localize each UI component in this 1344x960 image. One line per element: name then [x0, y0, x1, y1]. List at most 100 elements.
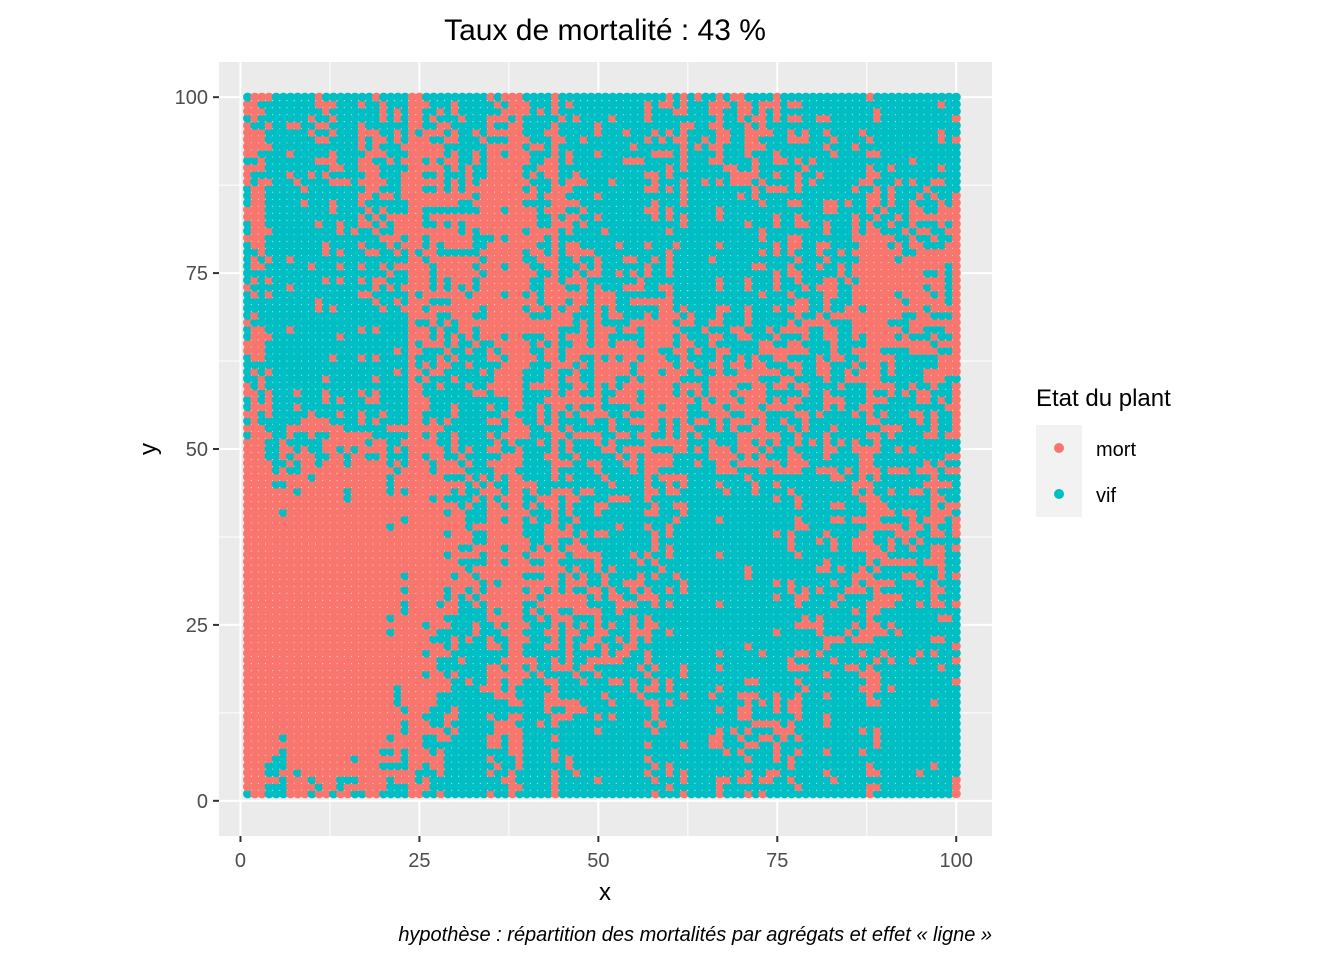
data-point: [357, 359, 367, 370]
data-point: [278, 655, 289, 665]
data-point: [271, 205, 281, 215]
data-point: [264, 226, 274, 236]
data-point: [336, 191, 346, 201]
data-point: [336, 451, 346, 461]
data-point: [357, 134, 367, 144]
data-point: [343, 521, 353, 532]
data-point: [285, 233, 296, 243]
data-point: [364, 493, 374, 503]
data-point: [264, 409, 274, 419]
data-point: [314, 676, 324, 686]
data-point: [250, 486, 260, 496]
data-point: [271, 711, 281, 721]
data-point: [243, 669, 253, 679]
data-point: [328, 177, 339, 187]
data-point: [250, 338, 260, 349]
data-point: [285, 472, 296, 482]
data-point: [250, 669, 260, 679]
data-point: [336, 648, 346, 658]
data-point: [350, 219, 360, 229]
data-point: [321, 233, 331, 243]
data-point: [293, 240, 303, 250]
data-point: [321, 205, 331, 215]
data-point: [285, 648, 296, 658]
data-point: [257, 739, 267, 750]
data-point: [336, 521, 346, 532]
data-point: [371, 704, 382, 714]
data-point: [328, 134, 339, 144]
data-point: [257, 324, 267, 334]
data-point: [357, 205, 367, 215]
data-point: [343, 268, 353, 278]
data-point: [264, 472, 274, 482]
data-point: [271, 683, 281, 693]
data-point: [300, 268, 310, 278]
data-point: [300, 676, 310, 686]
data-point: [278, 585, 289, 595]
data-point: [357, 451, 367, 461]
data-point: [278, 226, 289, 236]
data-point: [350, 725, 360, 736]
data-point: [343, 289, 353, 299]
data-point: [271, 564, 281, 574]
data-point: [371, 521, 382, 532]
data-point: [271, 472, 281, 482]
data-point: [314, 324, 324, 334]
data-point: [350, 564, 360, 574]
data-point: [264, 184, 274, 194]
data-point: [278, 578, 289, 588]
data-point: [328, 120, 339, 130]
data-point: [364, 409, 374, 419]
data-point: [314, 148, 324, 159]
data-point: [307, 303, 317, 313]
data-point: [357, 226, 367, 236]
data-point: [271, 493, 281, 503]
data-point: [307, 782, 317, 792]
data-point: [364, 240, 374, 250]
data-point: [271, 409, 281, 419]
data-point: [257, 317, 267, 327]
data-points: [243, 92, 961, 799]
data-point: [343, 345, 353, 356]
data-point: [364, 148, 374, 159]
data-point: [343, 564, 353, 574]
data-point: [350, 465, 360, 475]
data-point: [257, 402, 267, 412]
data-point: [314, 367, 324, 377]
data-point: [350, 191, 360, 201]
data-point: [257, 367, 267, 377]
data-point: [343, 451, 353, 461]
data-point: [257, 627, 267, 637]
data-point: [264, 521, 274, 532]
data-point: [314, 507, 324, 517]
data-point: [357, 732, 367, 743]
data-point: [293, 127, 303, 137]
data-point: [328, 746, 339, 757]
data-point: [321, 585, 331, 595]
data-point: [264, 789, 274, 799]
data-point: [285, 402, 296, 412]
data-point: [336, 219, 346, 229]
data-point: [307, 746, 317, 757]
data-point: [257, 268, 267, 278]
data-point: [321, 676, 331, 686]
data-point: [257, 690, 267, 700]
data-point: [285, 556, 296, 567]
data-point: [336, 141, 346, 152]
data-point: [264, 775, 274, 785]
data-point: [293, 331, 303, 342]
data-point: [243, 338, 253, 349]
data-point: [314, 345, 324, 356]
data-point: [314, 556, 324, 567]
data-point: [264, 359, 274, 370]
data-point: [271, 317, 281, 327]
data-point: [278, 338, 289, 349]
data-point: [314, 395, 324, 405]
data-point: [278, 134, 289, 144]
data-point: [357, 711, 367, 721]
data-point: [257, 233, 267, 243]
data-point: [243, 620, 253, 630]
data-point: [257, 155, 267, 166]
data-point: [250, 430, 260, 440]
data-point: [314, 486, 324, 496]
